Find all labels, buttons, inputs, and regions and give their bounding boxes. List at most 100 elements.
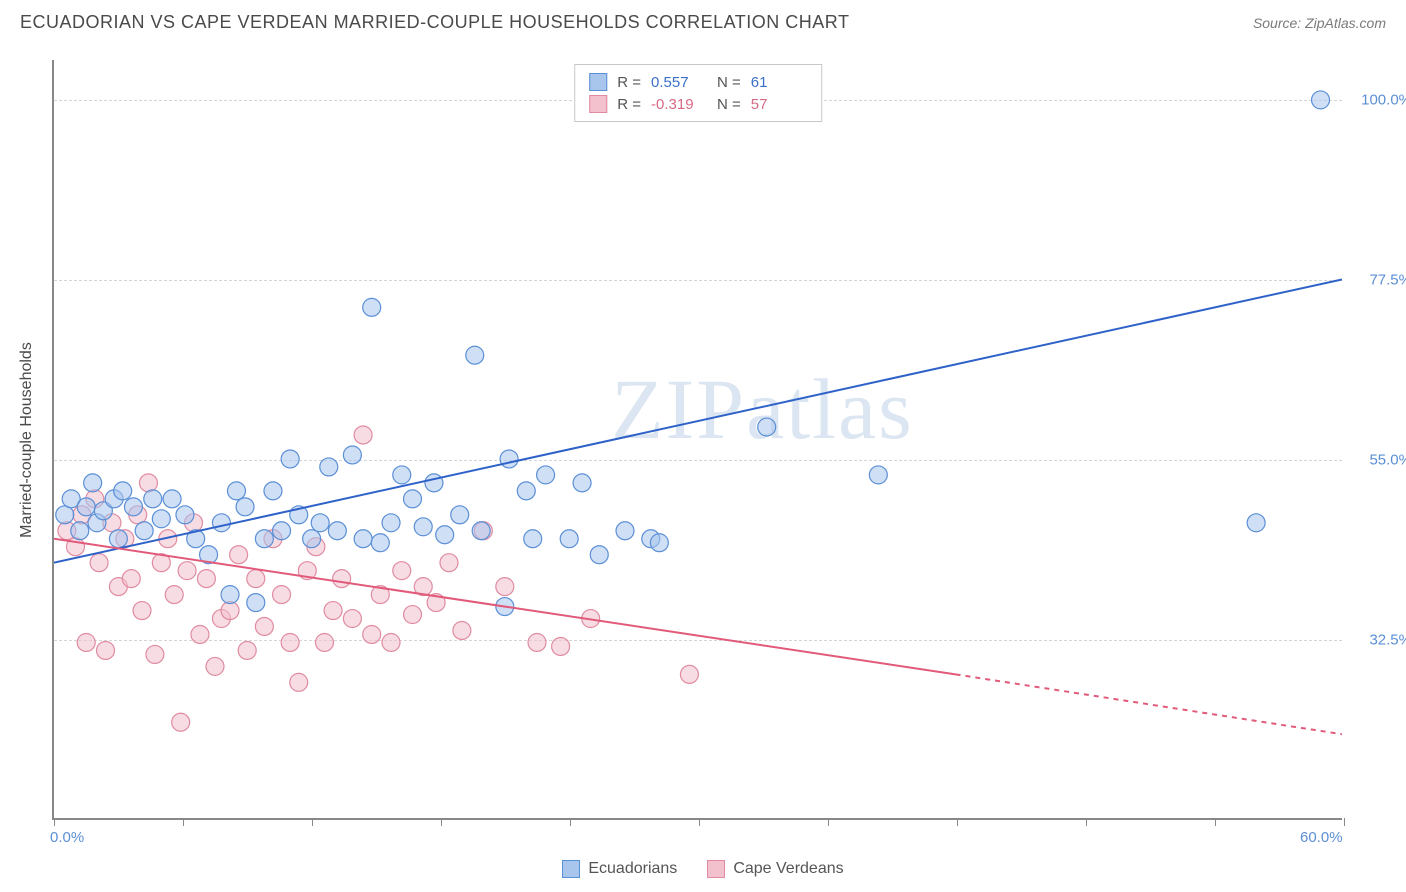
data-point	[133, 602, 151, 620]
data-point	[124, 498, 142, 516]
data-point	[466, 346, 484, 364]
swatch-pink	[589, 95, 607, 113]
data-point	[573, 474, 591, 492]
data-point	[650, 534, 668, 552]
data-point	[343, 446, 361, 464]
data-point	[315, 633, 333, 651]
data-point	[146, 645, 164, 663]
data-point	[524, 530, 542, 548]
x-tick	[957, 818, 958, 826]
data-point	[552, 637, 570, 655]
data-point	[56, 506, 74, 524]
source-attribution: Source: ZipAtlas.com	[1253, 15, 1386, 31]
data-point	[206, 657, 224, 675]
data-point	[114, 482, 132, 500]
data-point	[273, 522, 291, 540]
y-axis-label: Married-couple Households	[18, 342, 36, 538]
data-point	[303, 530, 321, 548]
data-point	[152, 510, 170, 528]
x-tick	[183, 818, 184, 826]
n-value-blue: 61	[751, 74, 807, 91]
data-point	[382, 514, 400, 532]
data-point	[472, 522, 490, 540]
legend-item-cape-verdeans: Cape Verdeans	[707, 860, 843, 878]
data-point	[135, 522, 153, 540]
x-tick	[828, 818, 829, 826]
data-point	[191, 626, 209, 644]
data-point	[221, 602, 239, 620]
data-point	[382, 633, 400, 651]
data-point	[758, 418, 776, 436]
data-point	[311, 514, 329, 532]
data-point	[247, 570, 265, 588]
data-point	[414, 518, 432, 536]
data-point	[77, 633, 95, 651]
y-tick-label: 77.5%	[1369, 272, 1406, 289]
data-point	[320, 458, 338, 476]
data-point	[221, 586, 239, 604]
data-point	[227, 482, 245, 500]
r-label: R =	[617, 74, 641, 91]
y-tick-label: 32.5%	[1369, 632, 1406, 649]
data-point	[343, 610, 361, 628]
data-point	[436, 526, 454, 544]
x-tick	[312, 818, 313, 826]
data-point	[255, 618, 273, 636]
data-point	[590, 546, 608, 564]
data-point	[496, 578, 514, 596]
data-point	[163, 490, 181, 508]
legend-label: Ecuadorians	[588, 860, 677, 878]
data-point	[139, 474, 157, 492]
data-point	[869, 466, 887, 484]
swatch-blue	[562, 860, 580, 878]
legend-label: Cape Verdeans	[733, 860, 843, 878]
y-tick-label: 55.0%	[1369, 452, 1406, 469]
data-point	[71, 522, 89, 540]
data-point	[393, 562, 411, 580]
data-point	[90, 554, 108, 572]
data-point	[680, 665, 698, 683]
x-tick-label: 0.0%	[50, 829, 84, 846]
data-point	[371, 534, 389, 552]
data-point	[281, 450, 299, 468]
data-point	[230, 546, 248, 564]
x-tick	[54, 818, 55, 826]
chart-plot-area: ZIPatlas R = 0.557 N = 61 R = -0.319 N =…	[52, 60, 1342, 820]
data-point	[517, 482, 535, 500]
data-point	[97, 641, 115, 659]
data-point	[290, 673, 308, 691]
x-tick	[699, 818, 700, 826]
data-point	[328, 522, 346, 540]
x-tick	[570, 818, 571, 826]
data-point	[84, 474, 102, 492]
data-point	[404, 606, 422, 624]
data-point	[77, 498, 95, 516]
trend-line	[54, 539, 956, 675]
correlation-legend: R = 0.557 N = 61 R = -0.319 N = 57	[574, 64, 822, 122]
data-point	[212, 514, 230, 532]
data-point	[404, 490, 422, 508]
n-label: N =	[717, 96, 741, 113]
legend-item-ecuadorians: Ecuadorians	[562, 860, 677, 878]
x-tick	[441, 818, 442, 826]
data-point	[616, 522, 634, 540]
x-tick	[1344, 818, 1345, 826]
r-value-blue: 0.557	[651, 74, 707, 91]
x-tick	[1215, 818, 1216, 826]
data-point	[238, 641, 256, 659]
data-point	[393, 466, 411, 484]
data-point	[273, 586, 291, 604]
data-point	[144, 490, 162, 508]
data-point	[451, 506, 469, 524]
data-point	[176, 506, 194, 524]
data-point	[197, 570, 215, 588]
data-point	[453, 622, 471, 640]
data-point	[560, 530, 578, 548]
data-point	[281, 633, 299, 651]
swatch-pink	[707, 860, 725, 878]
data-point	[247, 594, 265, 612]
swatch-blue	[589, 73, 607, 91]
data-point	[363, 626, 381, 644]
y-tick-label: 100.0%	[1361, 92, 1406, 109]
data-point	[333, 570, 351, 588]
